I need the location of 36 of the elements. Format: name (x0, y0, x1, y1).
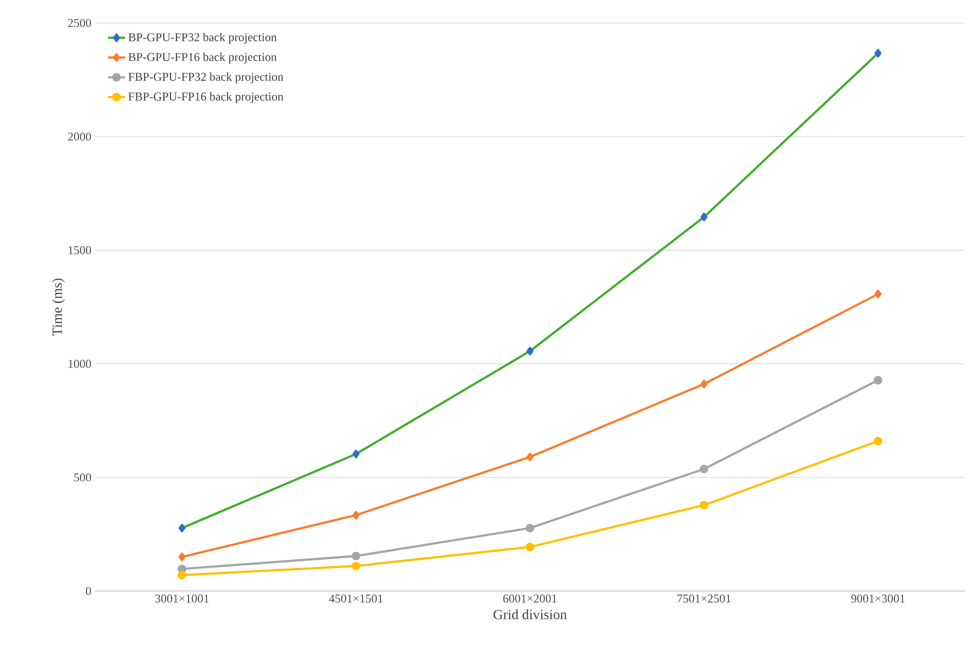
point (352, 552, 360, 560)
point (178, 524, 186, 532)
y-tick-label: 1000 (68, 360, 92, 368)
point (526, 452, 534, 462)
legend-label: BP-GPU-FP16 back projection (128, 52, 277, 64)
x-tick-label: 4501×1501 (328, 594, 383, 603)
point (178, 552, 186, 562)
y-tick-label: 2000 (68, 132, 92, 141)
legend-label: FBP-GPU-FP16 back projection (128, 92, 284, 104)
x-tick-label: 6001×2001 (503, 594, 557, 603)
point (178, 570, 186, 580)
legend-label: BP-GPU-FP32 back projection (128, 32, 277, 44)
legend-label: FBP-GPU-FP32 back projection (128, 72, 284, 84)
x-axis-title: Grid division (494, 609, 567, 620)
x-tick-label: 9001×3001 (851, 594, 905, 603)
point (700, 380, 708, 388)
y-tick-label: 1500 (68, 246, 92, 254)
point (700, 212, 708, 222)
point (874, 376, 882, 384)
point (352, 450, 360, 458)
point (700, 464, 708, 474)
x-tick-label: 7501×2501 (678, 594, 731, 603)
point (874, 290, 882, 298)
point (526, 542, 534, 552)
point (526, 524, 534, 532)
point (352, 510, 360, 520)
y-axis-title: Time (ms) (52, 278, 65, 336)
point (874, 436, 882, 446)
point (874, 48, 882, 58)
point (352, 562, 360, 570)
y-tick-label: 0 (86, 586, 92, 596)
point (700, 500, 708, 510)
y-tick-label: 2500 (68, 18, 92, 28)
y-tick-label: 500 (74, 473, 92, 482)
x-tick-label: 3001×1001 (155, 594, 209, 603)
point (526, 346, 534, 356)
